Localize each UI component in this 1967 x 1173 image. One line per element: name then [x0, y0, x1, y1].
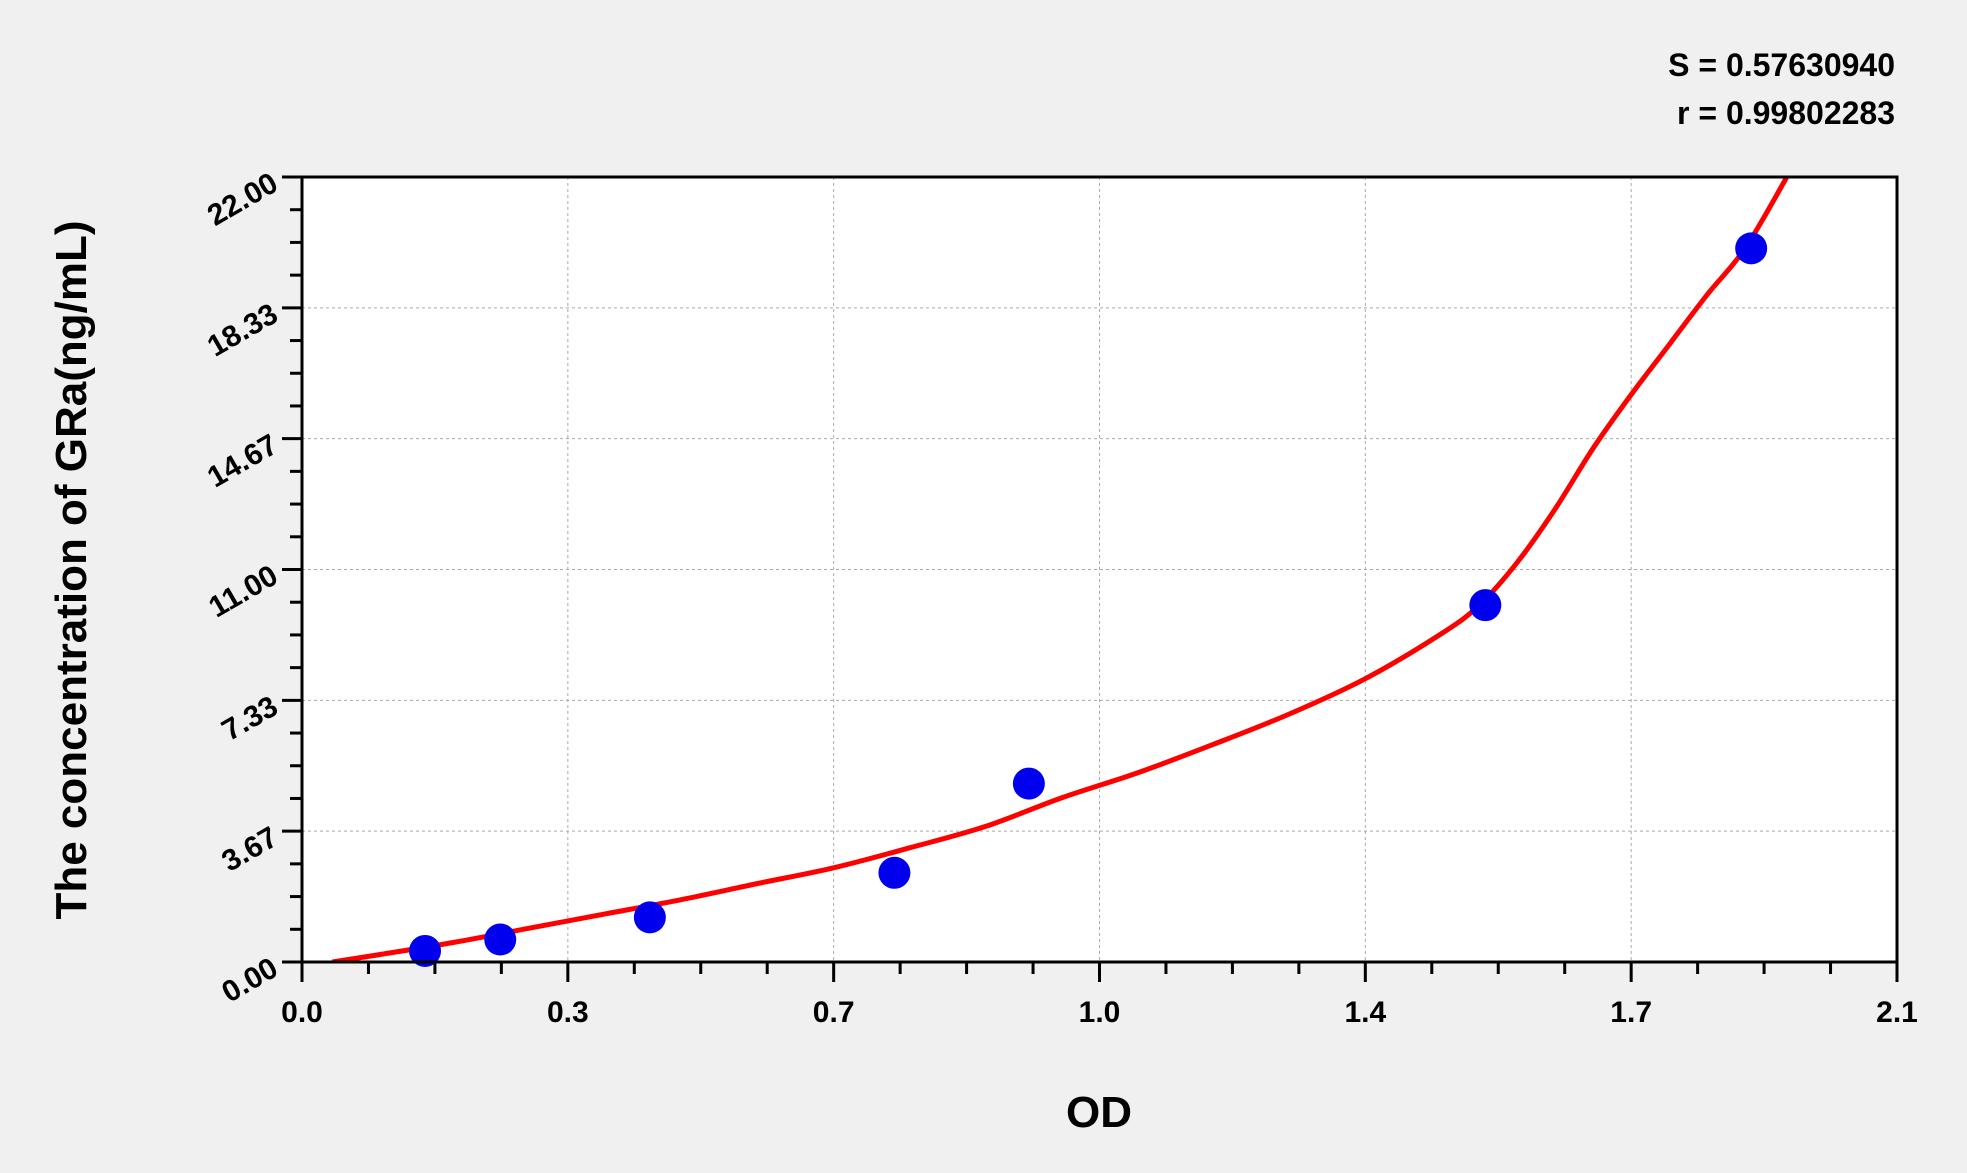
y-tick-label: 18.33 — [202, 297, 284, 363]
stat-r: r = 0.99802283 — [1677, 95, 1895, 131]
data-point — [409, 934, 442, 967]
grid-lines — [302, 177, 1897, 962]
x-axis-title: OD — [1066, 1088, 1132, 1137]
x-tick-label: 1.7 — [1610, 996, 1652, 1029]
fit-curve — [331, 175, 1790, 962]
plot-frame — [300, 175, 1899, 964]
y-tick-label: 7.33 — [216, 690, 283, 748]
x-tick-label: 0.3 — [547, 996, 589, 1029]
data-point — [878, 856, 911, 889]
data-points — [409, 232, 1768, 967]
data-point — [1012, 767, 1045, 800]
y-tick-label: 14.67 — [202, 428, 284, 494]
data-point — [1469, 589, 1502, 622]
x-tick-label: 0.7 — [813, 996, 855, 1029]
x-tick-label: 1.4 — [1344, 996, 1386, 1029]
fit-curve-line — [331, 175, 1790, 962]
y-tick-label: 3.67 — [216, 821, 283, 879]
y-tick-labels: 0.00 3.67 7.33 11.00 14.67 18.33 22.00 — [202, 166, 284, 1009]
x-tick-label: 0.0 — [281, 996, 323, 1029]
y-axis-title: The concentration of GRa(ng/mL) — [47, 220, 96, 919]
x-tick-label: 1.0 — [1079, 996, 1121, 1029]
data-point — [1735, 232, 1768, 265]
data-point — [484, 923, 517, 956]
y-tick-label: 11.00 — [203, 559, 283, 624]
axis-ticks — [282, 175, 1899, 982]
x-tick-labels: 0.0 0.3 0.7 1.0 1.4 1.7 2.1 — [281, 996, 1918, 1029]
stat-s: S = 0.57630940 — [1668, 47, 1895, 83]
data-point — [633, 901, 666, 934]
y-tick-label: 0.00 — [216, 951, 283, 1009]
y-tick-label: 22.00 — [202, 166, 284, 232]
x-tick-label: 2.1 — [1876, 996, 1918, 1029]
